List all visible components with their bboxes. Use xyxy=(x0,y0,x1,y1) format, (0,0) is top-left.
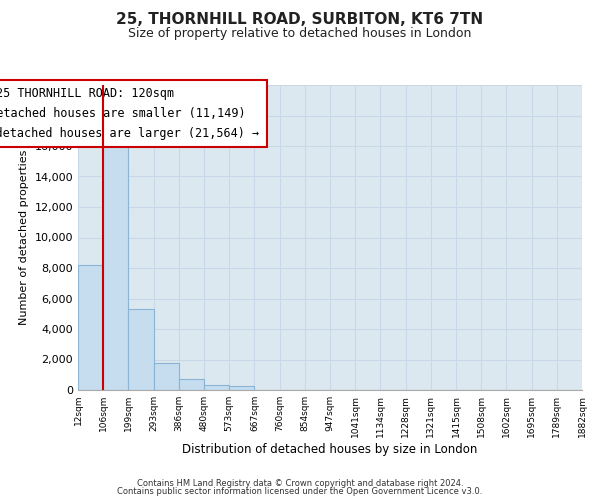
Bar xyxy=(128,309,154,390)
Bar xyxy=(229,386,254,390)
Bar xyxy=(103,137,128,390)
Text: Size of property relative to detached houses in London: Size of property relative to detached ho… xyxy=(128,28,472,40)
Bar xyxy=(78,265,103,390)
Text: 25, THORNHILL ROAD, SURBITON, KT6 7TN: 25, THORNHILL ROAD, SURBITON, KT6 7TN xyxy=(116,12,484,28)
Y-axis label: Number of detached properties: Number of detached properties xyxy=(19,150,29,325)
X-axis label: Distribution of detached houses by size in London: Distribution of detached houses by size … xyxy=(182,442,478,456)
Text: Contains HM Land Registry data © Crown copyright and database right 2024.: Contains HM Land Registry data © Crown c… xyxy=(137,478,463,488)
Bar xyxy=(204,386,229,390)
Bar xyxy=(179,378,204,390)
Bar xyxy=(154,362,179,390)
Text: 25 THORNHILL ROAD: 120sqm
← 34% of detached houses are smaller (11,149)
65% of s: 25 THORNHILL ROAD: 120sqm ← 34% of detac… xyxy=(0,88,260,141)
Text: Contains public sector information licensed under the Open Government Licence v3: Contains public sector information licen… xyxy=(118,487,482,496)
